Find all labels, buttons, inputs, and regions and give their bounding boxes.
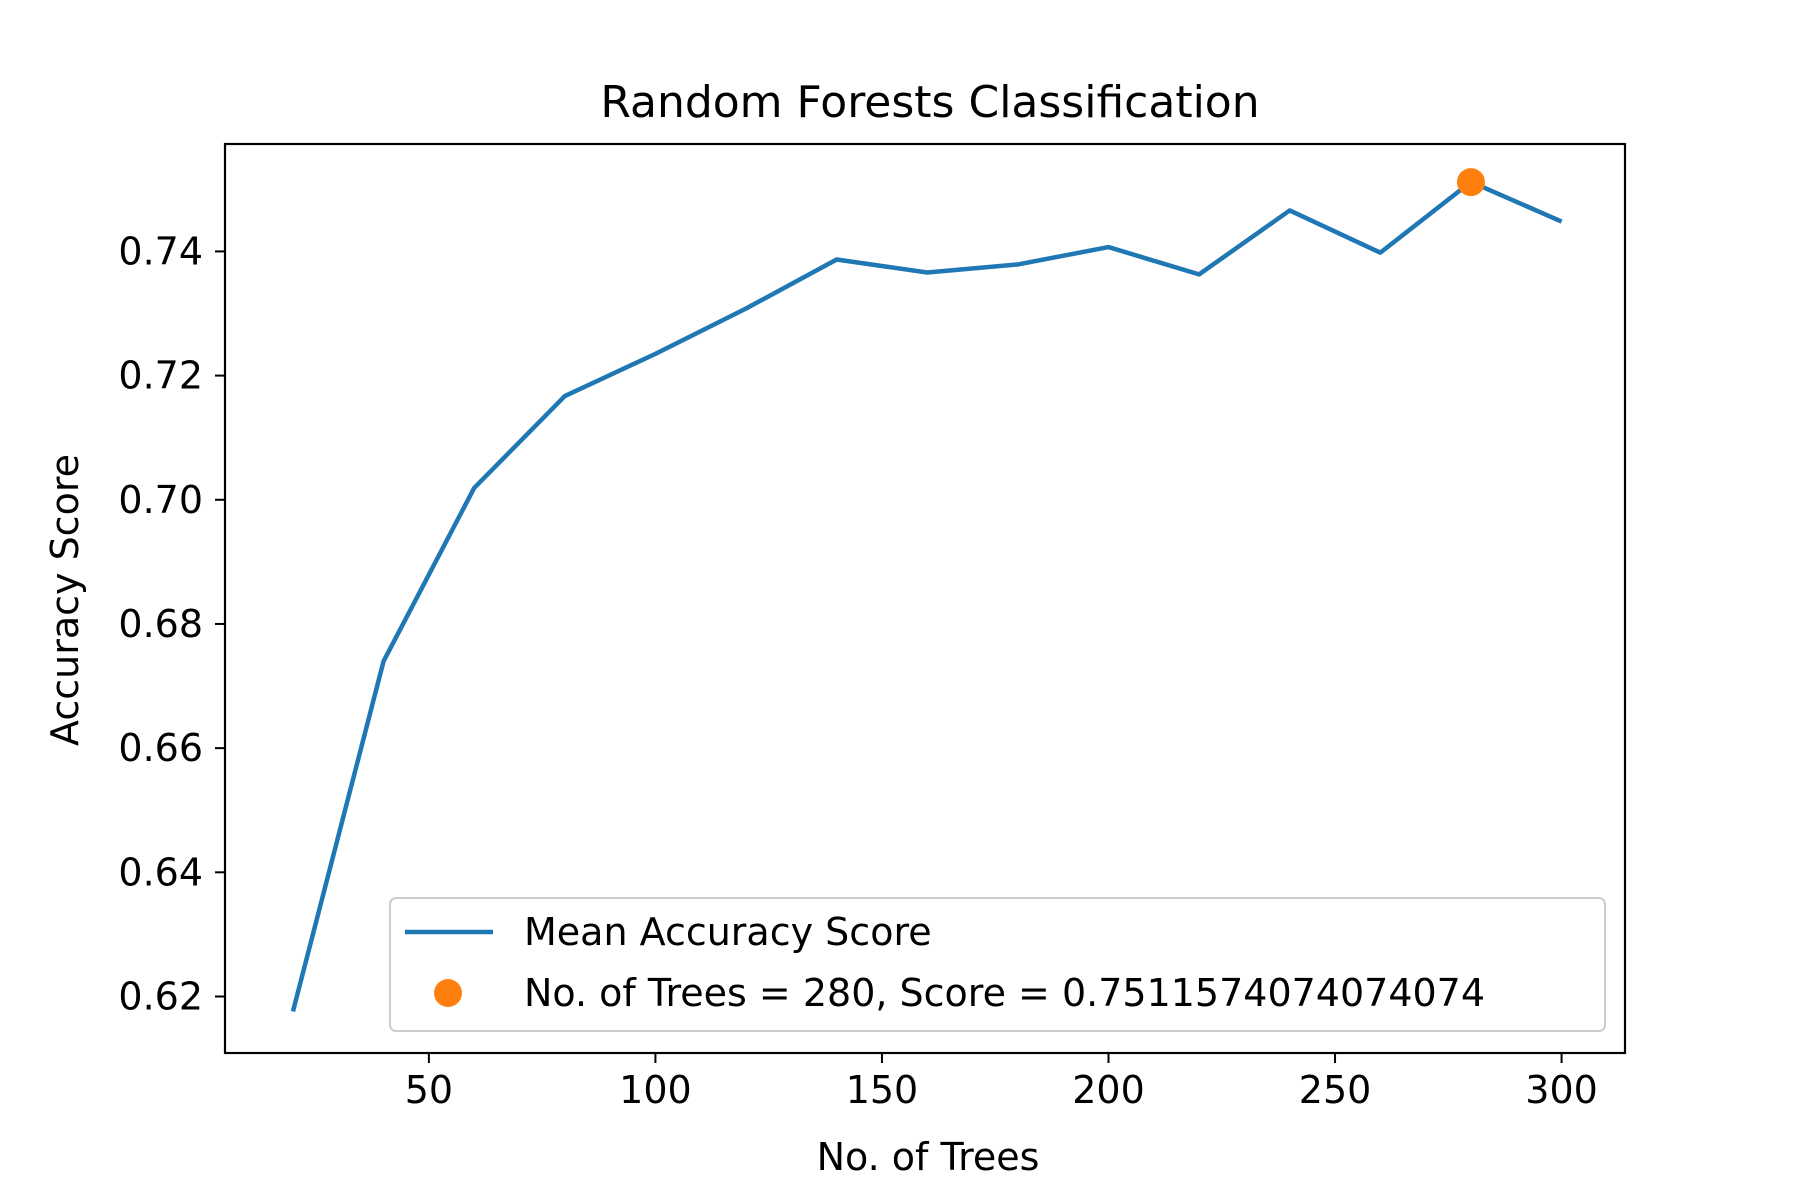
x-axis-label: No. of Trees (817, 1135, 1040, 1179)
y-axis-label: Accuracy Score (43, 454, 87, 746)
x-tick-label: 150 (846, 1068, 919, 1112)
legend: Mean Accuracy Score No. of Trees = 280, … (389, 897, 1606, 1032)
series-line-mean-accuracy (290, 179, 1563, 1012)
x-tick-label: 50 (405, 1068, 453, 1112)
legend-box (389, 897, 1606, 1032)
legend-point-swatch (434, 979, 462, 1007)
y-axis: 0.62 0.64 0.66 0.68 0.70 0.72 0.74 (118, 229, 225, 1018)
y-tick-label: 0.72 (118, 354, 203, 398)
axes-frame (223, 142, 1627, 1055)
plot-area (290, 168, 1563, 1012)
y-tick-label: 0.62 (118, 974, 203, 1018)
x-axis: 50 100 150 200 250 300 (405, 1053, 1598, 1112)
y-tick-label: 0.68 (118, 602, 203, 646)
best-score-point (1456, 168, 1485, 197)
legend-label-best-point: No. of Trees = 280, Score = 0.7511574074… (524, 971, 1485, 1015)
y-tick-label: 0.66 (118, 726, 203, 770)
y-tick-label: 0.74 (118, 229, 203, 273)
y-tick-label: 0.70 (118, 478, 203, 522)
legend-label-mean-accuracy: Mean Accuracy Score (524, 910, 932, 954)
y-tick-label: 0.64 (118, 850, 203, 894)
x-tick-label: 100 (619, 1068, 692, 1112)
x-tick-label: 300 (1525, 1068, 1598, 1112)
x-tick-label: 250 (1299, 1068, 1372, 1112)
chart-title: Random Forests Classification (600, 77, 1259, 128)
x-tick-label: 200 (1072, 1068, 1145, 1112)
